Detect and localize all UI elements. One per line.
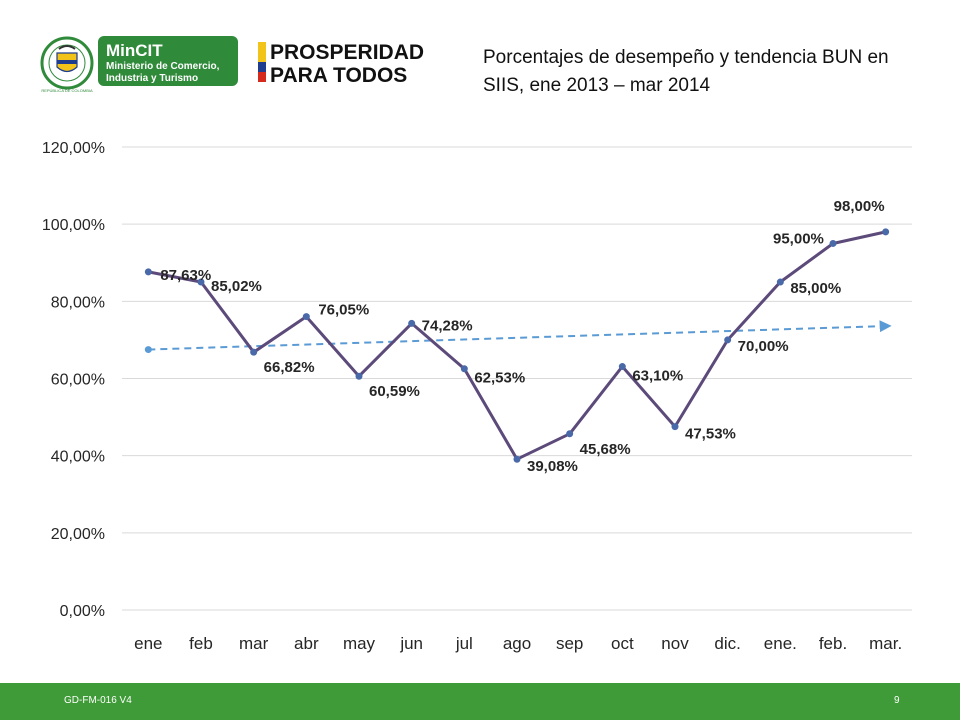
data-point bbox=[566, 430, 574, 438]
y-axis-tick-labels: 0,00% 20,00% 40,00% 60,00% 80,00% 100,00% 120,… bbox=[42, 140, 105, 620]
line-chart: 0,00% 20,00% 40,00% 60,00% 80,00% 100,00% 120,… bbox=[42, 140, 912, 653]
x-tick-label: feb bbox=[189, 634, 213, 653]
data-label: 60,59% bbox=[369, 383, 420, 400]
data-label: 87,63% bbox=[160, 267, 211, 284]
trend-start-marker bbox=[144, 346, 152, 354]
mincit-line1: Ministerio de Comercio, bbox=[106, 61, 220, 72]
data-label: 63,10% bbox=[632, 368, 683, 385]
x-tick-label: mar. bbox=[869, 634, 902, 653]
colombia-seal-icon bbox=[40, 36, 94, 90]
y-tick-label: 80,00% bbox=[51, 294, 105, 311]
series-group bbox=[144, 228, 890, 463]
data-label: 66,82% bbox=[264, 359, 315, 376]
data-label: 85,02% bbox=[211, 278, 262, 295]
x-tick-label: ene. bbox=[764, 634, 797, 653]
x-tick-label: ene bbox=[134, 634, 162, 653]
data-label: 47,53% bbox=[685, 426, 736, 443]
data-label: 45,68% bbox=[580, 441, 631, 458]
data-label: 62,53% bbox=[474, 370, 525, 387]
y-tick-label: 20,00% bbox=[51, 526, 105, 543]
x-tick-label: nov bbox=[661, 634, 689, 653]
y-tick-label: 120,00% bbox=[42, 140, 105, 157]
y-tick-label: 0,00% bbox=[60, 603, 105, 620]
data-label: 74,28% bbox=[422, 317, 473, 334]
data-point bbox=[671, 423, 679, 431]
x-tick-label: may bbox=[343, 634, 376, 653]
data-point bbox=[776, 278, 784, 286]
data-label: 39,08% bbox=[527, 458, 578, 475]
header-logos: REPÚBLICA DE COLOMBIA MinCIT Ministerio … bbox=[40, 36, 424, 93]
colombia-flag-icon bbox=[258, 42, 266, 82]
trend-line bbox=[148, 320, 892, 351]
mincit-logo bbox=[98, 36, 238, 86]
x-tick-label: jun bbox=[399, 634, 423, 653]
footer-page-number: 9 bbox=[894, 695, 900, 706]
trend-line-group bbox=[144, 320, 892, 354]
data-point bbox=[302, 313, 310, 321]
data-point bbox=[355, 372, 363, 380]
x-tick-label: mar bbox=[239, 634, 269, 653]
data-label: 76,05% bbox=[318, 302, 369, 319]
prosperidad-line2: PARA TODOS bbox=[270, 64, 407, 87]
data-point bbox=[882, 228, 890, 236]
chart-title: Porcentajes de desempeño y tendencia BUN… bbox=[483, 47, 889, 96]
grid-lines bbox=[122, 146, 912, 611]
x-tick-label: abr bbox=[294, 634, 319, 653]
data-label: 95,00% bbox=[773, 230, 824, 247]
data-label: 85,00% bbox=[790, 280, 841, 297]
x-tick-label: sep bbox=[556, 634, 583, 653]
y-tick-label: 60,00% bbox=[51, 372, 105, 389]
x-tick-label: oct bbox=[611, 634, 634, 653]
prosperidad-line1: PROSPERIDAD bbox=[270, 41, 424, 64]
data-point bbox=[460, 365, 468, 373]
footer-bar: GD-FM-016 V4 9 bbox=[0, 683, 960, 720]
mincit-line2: Industria y Turismo bbox=[106, 73, 198, 84]
data-point bbox=[724, 336, 732, 344]
seal-text: REPÚBLICA DE COLOMBIA bbox=[41, 88, 93, 93]
y-tick-label: 100,00% bbox=[42, 217, 105, 234]
data-point bbox=[618, 363, 626, 371]
x-tick-label: feb. bbox=[819, 634, 847, 653]
x-tick-label: dic. bbox=[714, 634, 740, 653]
data-point bbox=[513, 455, 521, 463]
x-tick-label: ago bbox=[503, 634, 531, 653]
data-point bbox=[250, 348, 258, 356]
x-tick-label: jul bbox=[455, 634, 473, 653]
data-label: 98,00% bbox=[834, 198, 885, 215]
footer-document-code: GD-FM-016 V4 bbox=[64, 695, 132, 706]
data-point bbox=[197, 278, 205, 286]
data-label: 70,00% bbox=[738, 338, 789, 355]
data-point bbox=[408, 319, 416, 327]
data-labels-group: 87,63%85,02% 66,82% 76,05% 60,59% 74,28% 62,5… bbox=[160, 198, 884, 475]
data-point bbox=[144, 268, 152, 276]
mincit-name: MinCIT bbox=[106, 41, 163, 60]
y-tick-label: 40,00% bbox=[51, 449, 105, 466]
x-axis-tick-labels: ene feb mar abr may jun jul ago sep oct nov dic. ene… bbox=[134, 634, 902, 653]
data-point bbox=[829, 239, 837, 247]
